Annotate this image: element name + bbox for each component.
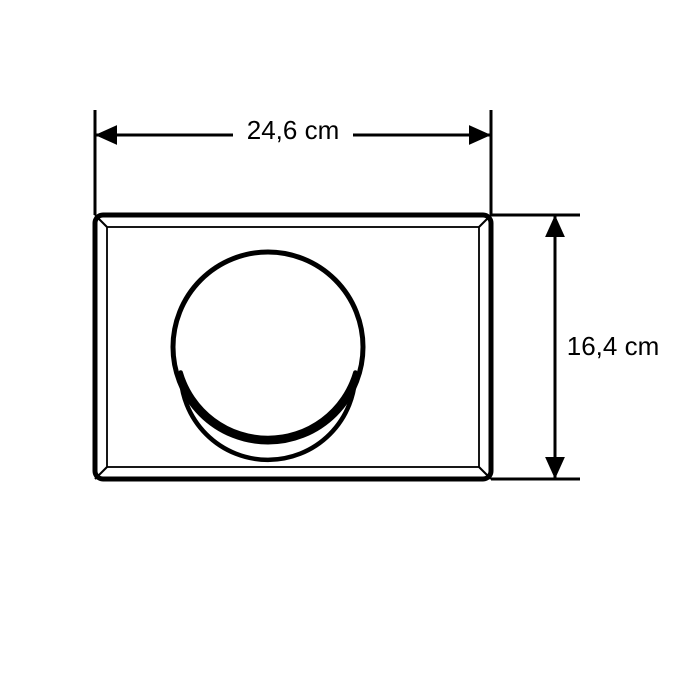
height-label: 16,4 cm xyxy=(567,331,660,361)
dimension-drawing: 24,6 cm 16,4 cm xyxy=(0,0,700,700)
dimension-width: 24,6 cm xyxy=(95,110,491,215)
width-label: 24,6 cm xyxy=(247,115,340,145)
flush-button xyxy=(173,251,363,460)
dimension-height: 16,4 cm xyxy=(491,215,659,479)
